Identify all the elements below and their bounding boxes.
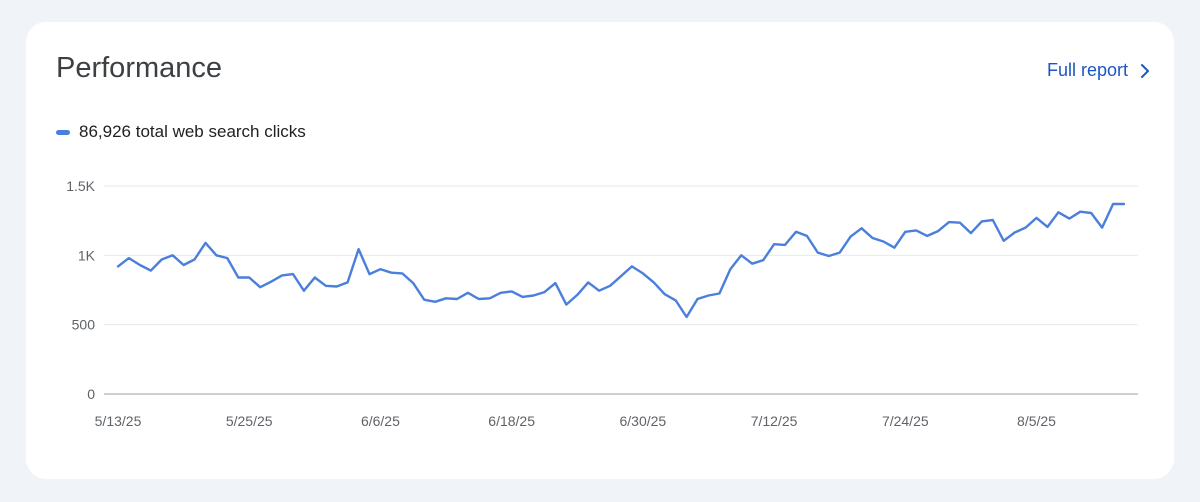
y-tick-label: 1.5K: [66, 178, 95, 194]
chart-legend: 86,926 total web search clicks: [56, 122, 306, 142]
performance-card: Performance Full report 86,926 total web…: [26, 22, 1174, 479]
x-tick-label: 6/18/25: [488, 413, 535, 429]
x-tick-label: 5/25/25: [226, 413, 273, 429]
clicks-series-line: [116, 202, 1126, 319]
x-tick-label: 7/12/25: [751, 413, 798, 429]
x-tick-label: 6/30/25: [620, 413, 667, 429]
full-report-link[interactable]: Full report: [1047, 60, 1150, 81]
x-tick-label: 8/5/25: [1017, 413, 1056, 429]
chevron-right-icon: [1141, 63, 1149, 78]
x-tick-label: 7/24/25: [882, 413, 929, 429]
legend-swatch: [56, 129, 70, 135]
x-tick-label: 6/6/25: [361, 413, 400, 429]
x-tick-label: 5/13/25: [95, 413, 142, 429]
full-report-label: Full report: [1046, 60, 1128, 80]
y-tick-label: 500: [72, 317, 96, 333]
legend-label: 86,926 total web search clicks: [79, 122, 306, 141]
y-tick-label: 1K: [78, 247, 96, 263]
y-tick-label: 0: [87, 386, 95, 402]
page-title: Performance: [56, 52, 223, 84]
